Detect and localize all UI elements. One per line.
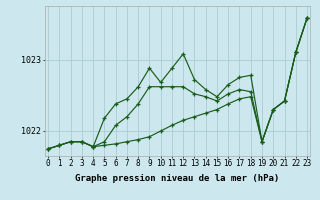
X-axis label: Graphe pression niveau de la mer (hPa): Graphe pression niveau de la mer (hPa)	[76, 174, 280, 183]
